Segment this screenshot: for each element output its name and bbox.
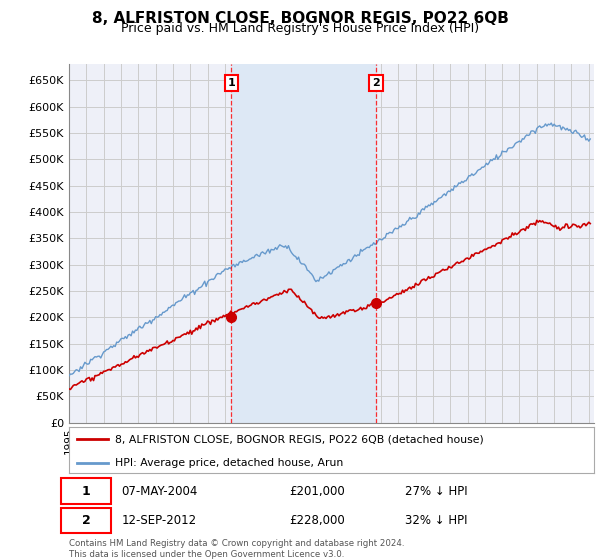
Text: 1: 1 bbox=[82, 484, 91, 498]
Bar bbox=[232, 64, 376, 423]
Text: 27% ↓ HPI: 27% ↓ HPI bbox=[405, 484, 467, 498]
Text: 8, ALFRISTON CLOSE, BOGNOR REGIS, PO22 6QB: 8, ALFRISTON CLOSE, BOGNOR REGIS, PO22 6… bbox=[92, 11, 508, 26]
Text: 07-MAY-2004: 07-MAY-2004 bbox=[121, 484, 198, 498]
Text: HPI: Average price, detached house, Arun: HPI: Average price, detached house, Arun bbox=[115, 458, 343, 468]
Text: 2: 2 bbox=[372, 78, 380, 88]
Text: 1: 1 bbox=[227, 78, 235, 88]
Text: £201,000: £201,000 bbox=[290, 484, 345, 498]
Text: Price paid vs. HM Land Registry's House Price Index (HPI): Price paid vs. HM Land Registry's House … bbox=[121, 22, 479, 35]
Text: 2: 2 bbox=[82, 514, 91, 528]
Text: 8, ALFRISTON CLOSE, BOGNOR REGIS, PO22 6QB (detached house): 8, ALFRISTON CLOSE, BOGNOR REGIS, PO22 6… bbox=[115, 434, 484, 444]
Text: £228,000: £228,000 bbox=[290, 514, 345, 528]
Text: 12-SEP-2012: 12-SEP-2012 bbox=[121, 514, 197, 528]
Text: 32% ↓ HPI: 32% ↓ HPI bbox=[405, 514, 467, 528]
FancyBboxPatch shape bbox=[61, 508, 111, 534]
FancyBboxPatch shape bbox=[61, 478, 111, 504]
Text: Contains HM Land Registry data © Crown copyright and database right 2024.
This d: Contains HM Land Registry data © Crown c… bbox=[69, 539, 404, 559]
